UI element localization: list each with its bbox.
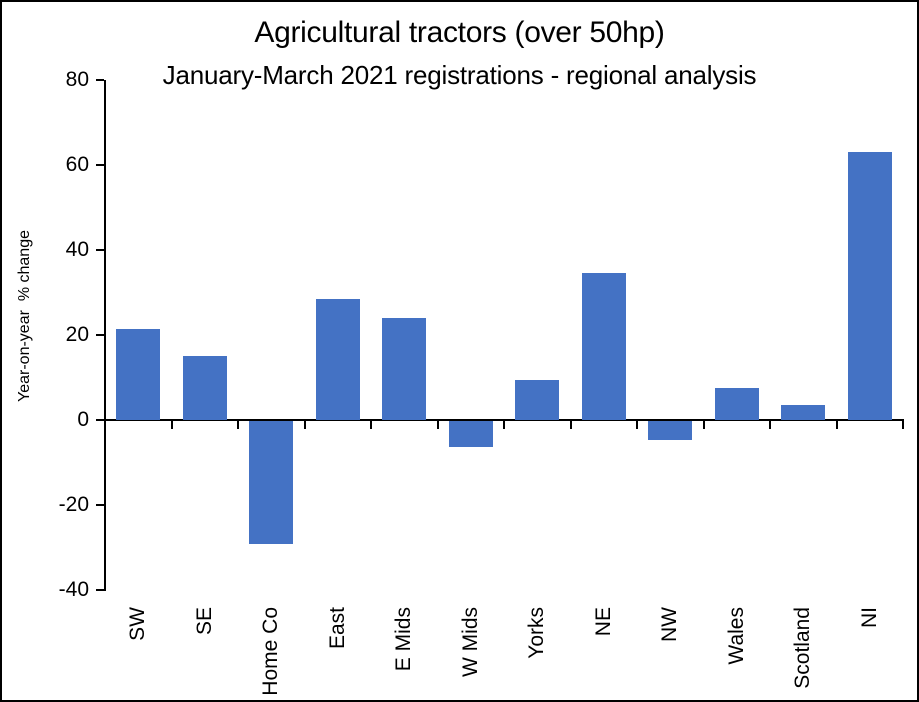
x-axis-tick (237, 421, 239, 429)
bar-yorks (515, 379, 560, 420)
bar-w-mids (448, 421, 493, 447)
y-axis-tick (96, 79, 104, 81)
x-axis-tick (104, 421, 106, 429)
x-category-label-home-co: Home Co (259, 607, 283, 696)
bar-se (182, 356, 227, 420)
y-axis-tick (96, 164, 104, 166)
y-axis-line (104, 80, 106, 591)
bar-scotland (781, 405, 826, 420)
x-axis-tick (702, 421, 705, 429)
x-category-label-wales: Wales (724, 607, 748, 665)
x-axis-tick (569, 421, 572, 429)
x-axis-tick (769, 421, 771, 429)
y-tick-label: 20 (65, 323, 89, 346)
x-axis-tick (303, 421, 306, 429)
plot-area: 80 60 40 20 0 -20 -40 SW SE Home Co East E Mids W Mi… (59, 69, 904, 696)
y-axis-tick (96, 419, 104, 421)
chart-title: Agricultural tractors (over 50hp) (254, 16, 665, 49)
x-axis-tick (503, 421, 505, 429)
bar-wales (714, 388, 759, 420)
bar-sw (116, 328, 161, 420)
bar-home-co (249, 421, 294, 545)
bar-ni (847, 152, 892, 420)
y-tick-label: 40 (65, 238, 89, 261)
x-category-label-scotland: Scotland (791, 607, 815, 689)
y-tick-label: 80 (65, 68, 89, 91)
x-category-label-ne: NE (591, 607, 615, 637)
x-category-label-east: East (325, 607, 349, 650)
bar-e-mids (382, 318, 427, 420)
x-axis-tick (636, 421, 638, 429)
bar-ne (581, 273, 626, 420)
bar-nw (648, 421, 693, 441)
bar-east (315, 298, 360, 420)
x-category-label-se: SE (192, 607, 216, 636)
y-axis-title: Year-on-year % change (16, 230, 33, 402)
x-category-label-sw: SW (126, 607, 150, 641)
y-tick-label: 60 (65, 153, 89, 176)
y-tick-label: 0 (77, 408, 89, 431)
y-axis-tick (96, 504, 104, 506)
x-category-label-yorks: Yorks (525, 607, 549, 659)
x-category-label-ni: NI (857, 607, 881, 628)
y-tick-label: -20 (58, 493, 89, 516)
chart-subtitle: January-March 2021 registrations - regio… (162, 60, 757, 90)
x-axis-tick (835, 421, 838, 429)
x-category-label-e-mids: E Mids (392, 607, 416, 672)
y-tick-label: -40 (58, 578, 89, 601)
x-axis-tick (902, 421, 904, 429)
x-axis-line (104, 419, 904, 421)
y-axis-tick (96, 249, 104, 251)
x-axis-tick (170, 421, 173, 429)
x-category-label-w-mids: W Mids (458, 607, 482, 677)
x-axis-tick (370, 421, 372, 429)
y-axis-tick (96, 334, 104, 336)
x-axis-tick (436, 421, 439, 429)
x-category-label-nw: NW (658, 607, 682, 642)
y-axis-tick (96, 589, 104, 591)
